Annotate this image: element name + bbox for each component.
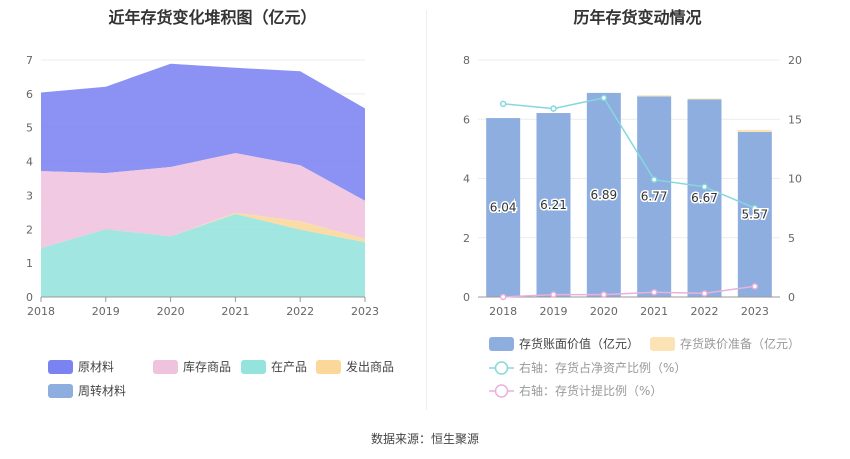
bar-book-value xyxy=(536,113,571,297)
bar-value-label: 6.77 xyxy=(641,190,668,204)
y2-tick-label: 20 xyxy=(788,54,802,67)
y-tick-label: 7 xyxy=(26,54,33,67)
legend-swatch-4 xyxy=(48,384,73,398)
legend-label-line-0: 右轴：存货占净资产比例（%） xyxy=(519,360,686,375)
y-tick-label: 8 xyxy=(463,54,470,67)
bar-impairment xyxy=(737,129,772,132)
y-tick-label: 3 xyxy=(26,189,33,202)
y-tick-label: 2 xyxy=(26,223,33,236)
legend-label-book-value: 存货账面价值（亿元） xyxy=(519,336,639,351)
area-3 xyxy=(41,212,365,249)
line-point-1 xyxy=(550,291,557,298)
y-tick-label: 0 xyxy=(26,291,33,304)
line-series-0 xyxy=(503,97,756,209)
legend-swatch-2 xyxy=(241,360,266,374)
x-tick-label: 2019 xyxy=(92,305,120,318)
inventory-chart-title: 历年存货变动情况 xyxy=(573,8,702,27)
bar-impairment xyxy=(637,95,672,97)
bar-value-label: 5.57 xyxy=(741,207,768,221)
bar-value-label: 6.04 xyxy=(490,201,517,215)
y2-tick-label: 15 xyxy=(788,113,802,126)
line-point-1 xyxy=(650,289,658,296)
line-point-1 xyxy=(751,283,759,290)
x-tick-label: 2019 xyxy=(540,305,568,318)
bar-value-label: 6.89 xyxy=(590,188,617,202)
x-tick-label: 2021 xyxy=(221,305,249,318)
bar-value-label: 6.67 xyxy=(691,191,718,205)
legend-swatch-impairment xyxy=(650,337,675,351)
x-tick-label: 2022 xyxy=(691,305,719,318)
legend-swatch-3 xyxy=(316,360,341,374)
y-tick-label: 0 xyxy=(463,291,470,304)
bar-book-value xyxy=(687,99,722,298)
legend-swatch-book-value xyxy=(489,337,514,351)
area-1 xyxy=(41,153,365,249)
x-tick-label: 2020 xyxy=(590,305,618,318)
stacked-area-chart: 0 1 2 3 4 5 6 7 2018 2019 2020 2021 2022 2023 原材料 库存商品 在… xyxy=(26,54,394,398)
x-tick-label: 2023 xyxy=(351,305,379,318)
legend-label-impairment: 存货跌价准备（亿元） xyxy=(680,336,800,351)
y-tick-label: 6 xyxy=(463,113,470,126)
y2-tick-label: 10 xyxy=(788,173,802,186)
x-tick-label: 2020 xyxy=(157,305,185,318)
bar-impairment xyxy=(687,98,722,100)
legend-marker-1 xyxy=(494,384,509,398)
line-point-0 xyxy=(550,105,557,112)
bar-value-label: 6.21 xyxy=(540,198,567,212)
bar-book-value xyxy=(637,96,672,297)
legend-label-3: 发出商品 xyxy=(346,359,394,374)
line-point-0 xyxy=(751,204,759,212)
bar-book-value xyxy=(486,118,521,297)
legend-swatch-1 xyxy=(153,360,178,374)
legend-label-1: 库存商品 xyxy=(183,359,231,374)
legend-label-2: 在产品 xyxy=(271,360,307,374)
line-point-1 xyxy=(701,290,708,297)
area-0 xyxy=(41,63,365,201)
y-tick-label: 5 xyxy=(26,122,33,135)
x-tick-label: 2021 xyxy=(640,305,668,318)
line-point-1 xyxy=(499,293,507,301)
line-point-1 xyxy=(600,291,608,298)
x-tick-label: 2018 xyxy=(489,305,517,318)
y-tick-label: 4 xyxy=(26,156,33,169)
legend-swatch-0 xyxy=(48,360,73,374)
legend-label-line-1: 右轴：存货计提比例（%） xyxy=(519,383,662,398)
y2-tick-label: 0 xyxy=(788,291,795,304)
legend-marker-0 xyxy=(494,361,509,375)
x-tick-label: 2018 xyxy=(27,305,55,318)
inventory-bar-line-chart: 0 2 4 6 8 0 5 10 15 20 2018 2019 2020 2021 2022 2023 6.0… xyxy=(463,54,802,398)
bar-book-value xyxy=(586,92,621,297)
y-tick-label: 6 xyxy=(26,88,33,101)
data-source: 数据来源：恒生聚源 xyxy=(370,432,479,446)
line-point-0 xyxy=(600,94,608,102)
area-2 xyxy=(41,214,365,297)
y-tick-label: 1 xyxy=(26,257,33,270)
line-point-0 xyxy=(650,176,658,183)
legend-label-4: 周转材料 xyxy=(78,383,126,398)
stacked-chart-title: 近年存货变化堆积图（亿元） xyxy=(108,8,317,27)
x-tick-label: 2023 xyxy=(741,305,769,318)
x-tick-label: 2022 xyxy=(286,305,314,318)
line-point-0 xyxy=(701,183,708,191)
y-tick-label: 2 xyxy=(463,232,470,245)
y-tick-label: 4 xyxy=(463,173,470,186)
legend-label-0: 原材料 xyxy=(78,360,114,374)
line-series-1 xyxy=(503,285,755,298)
line-point-0 xyxy=(499,100,507,108)
panel-divider xyxy=(426,10,427,410)
bar-book-value xyxy=(737,131,772,297)
y2-tick-label: 5 xyxy=(788,232,795,245)
